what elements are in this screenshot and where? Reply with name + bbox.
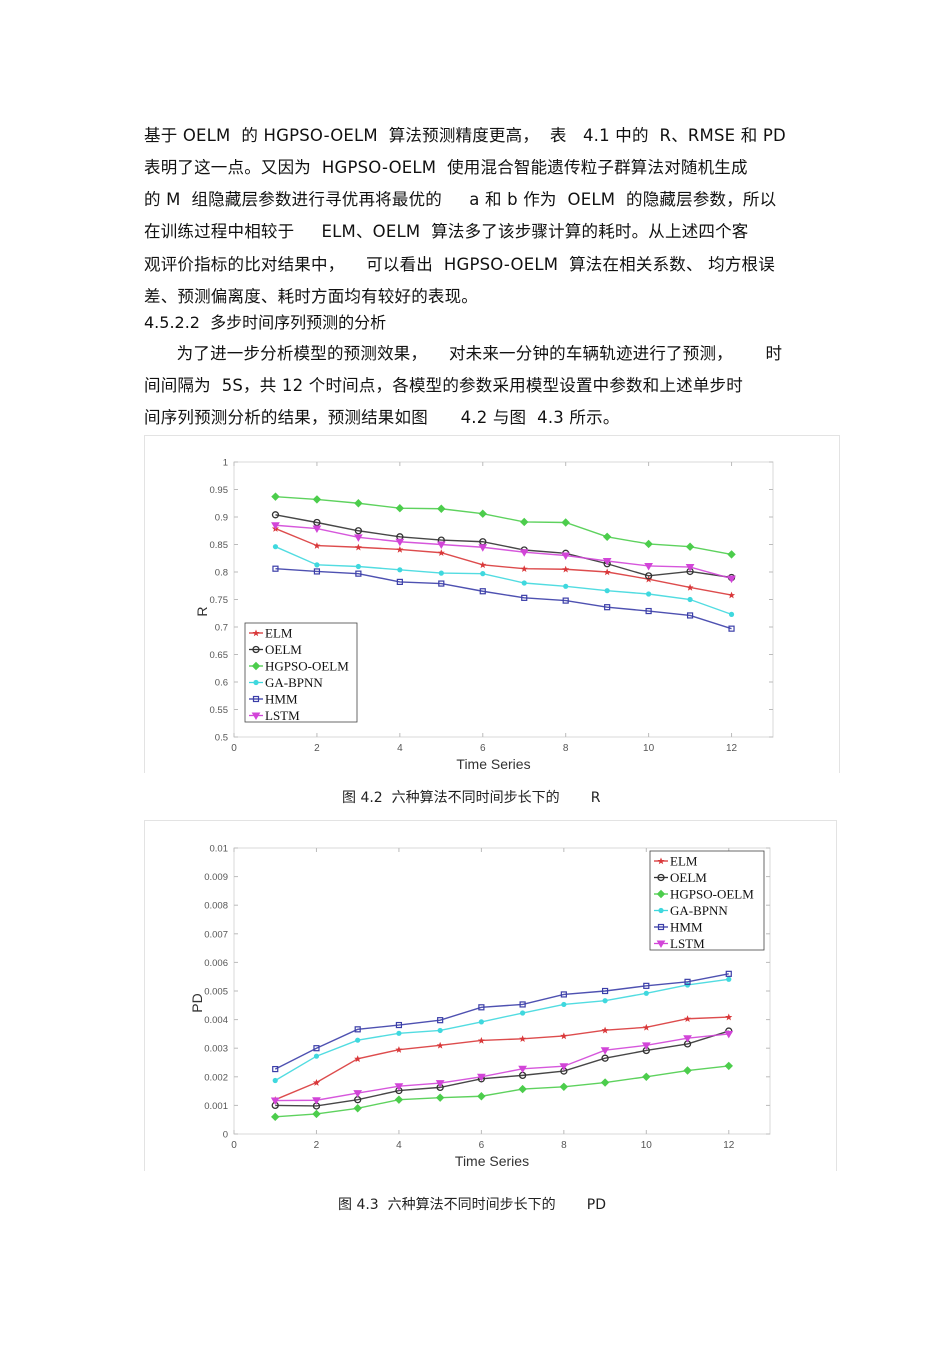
series-lstm [270,1030,734,1106]
legend-item: HMM [249,692,298,707]
text-line: 在训练过程中相较于 ELM、OELM 算法多了该步骤计算的耗时。从上述四个客 [144,222,749,241]
y-tick-label: 0.65 [210,650,229,661]
x-tick-label: 12 [726,743,738,754]
legend-item: LSTM [654,936,705,951]
x-tick-label: 8 [561,1140,567,1151]
y-tick-label: 0 [223,1130,228,1141]
y-tick-label: 0.8 [215,568,228,579]
series-lstm [271,522,736,584]
x-tick-label: 4 [396,1140,402,1151]
legend-item: HMM [654,920,703,935]
legend-item: ELM [654,854,698,869]
text-line: 差、预测偏离度、耗时方面均有较好的表现。 [144,287,478,306]
figure-r-frame: 0 2 4 6 8 10 12 0.5 0.55 0.6 0.65 0.7 0.75 0.8 0.85 0.9… [144,435,840,773]
section-heading: 4.5.2.2 多步时间序列预测的分析 [144,313,387,332]
svg-text:OELM: OELM [265,642,302,657]
x-tick-label: 2 [314,743,320,754]
y-axis-label: PD [189,993,205,1012]
x-tick-label: 6 [479,1140,485,1151]
y-tick-label: 0.85 [210,540,229,551]
chart-pd: 0 2 4 6 8 10 12 0 0.001 0.002 0.003 0.004 0.005 0.006… [189,844,771,1169]
x-tick-label: 6 [480,743,486,754]
x-tick-label: 2 [314,1140,320,1151]
svg-text:HGPSO-OELM: HGPSO-OELM [265,659,349,674]
y-tick-label: 0.002 [204,1072,228,1083]
y-tick-label: 0.9 [215,513,228,524]
svg-text:HMM: HMM [670,920,703,935]
figure-pd-caption: 图 4.3 六种算法不同时间步长下的 PD [338,1197,606,1213]
svg-text:HMM: HMM [265,692,298,707]
x-tick-label: 0 [231,743,237,754]
figure-r-caption: 图 4.2 六种算法不同时间步长下的 R [342,790,601,806]
legend-item: HGPSO-OELM [249,659,349,674]
svg-text:LSTM: LSTM [670,936,705,951]
y-tick-label: 0.75 [210,595,229,606]
y-tick-label: 0.6 [215,678,228,689]
series-hmm [272,565,735,632]
text-line: 表明了这一点。又因为 HGPSO-OELM 使用混合智能遗传粒子群算法对随机生成 [144,158,748,177]
figure-pd-frame: 0 2 4 6 8 10 12 0 0.001 0.002 0.003 0.004 0.005 0.006… [144,820,837,1171]
x-tick-label: 10 [641,1140,653,1151]
legend-item: GA-BPNN [249,675,323,690]
text-line: 间序列预测分析的结果，预测结果如图 4.2 与图 4.3 所示。 [144,408,620,427]
legend-item: OELM [654,870,707,885]
y-tick-label: 0.007 [204,929,228,940]
text-line: 的 M 组隐藏层参数进行寻优再将最优的 a 和 b 作为 OELM 的隐藏层参数… [144,190,777,209]
y-tick-label: 0.5 [215,733,228,744]
y-axis-label: R [194,606,210,616]
svg-text:ELM: ELM [670,854,698,869]
legend-item: LSTM [249,708,300,723]
y-tick-label: 0.7 [215,623,228,634]
y-tick-label: 0.005 [204,987,228,998]
y-tick-label: 0.55 [210,705,229,716]
text-line: 观评价指标的比对结果中， 可以看出 HGPSO-OELM 算法在相关系数、 均方… [144,255,775,274]
y-tick-label: 0.006 [204,958,228,969]
svg-text:OELM: OELM [670,870,707,885]
x-tick-label: 12 [723,1140,735,1151]
x-tick-label: 0 [231,1140,237,1151]
y-tick-label: 0.001 [204,1101,228,1112]
y-tick-label: 0.95 [210,485,229,496]
y-tick-label: 0.003 [204,1044,228,1055]
x-tick-label: 8 [563,743,569,754]
y-tick-label: 1 [223,458,228,469]
text-line: 间间隔为 5S，共 12 个时间点，各模型的参数采用模型设置中参数和上述单步时 [144,376,743,395]
legend-item: HGPSO-OELM [654,887,754,902]
x-axis-label: Time Series [456,756,530,772]
x-tick-label: 4 [397,743,403,754]
svg-text:ELM: ELM [265,626,293,641]
series-hgpso-oelm [271,1061,733,1122]
text-line: 为了进一步分析模型的预测效果， 对未来一分钟的车辆轨迹进行了预测， 时 [144,344,783,363]
svg-text:GA-BPNN: GA-BPNN [670,903,728,918]
series-ga-bpnn [272,544,735,617]
series-hmm [272,970,732,1073]
legend-item: OELM [249,642,302,657]
svg-text:LSTM: LSTM [265,708,300,723]
y-tick-label: 0.009 [204,872,228,883]
series-ga-bpnn [272,976,732,1084]
svg-text:GA-BPNN: GA-BPNN [265,675,323,690]
x-axis-label: Time Series [455,1153,529,1169]
text-line: 基于 OELM 的 HGPSO-OELM 算法预测精度更高， 表 4.1 中的 … [144,126,786,145]
svg-text:HGPSO-OELM: HGPSO-OELM [670,887,754,902]
legend-item: ELM [249,626,293,641]
y-tick-label: 0.004 [204,1015,228,1026]
y-tick-label: 0.01 [210,844,229,855]
x-tick-label: 10 [643,743,655,754]
legend-item: GA-BPNN [654,903,728,918]
chart-r: 0 2 4 6 8 10 12 0.5 0.55 0.6 0.65 0.7 0.75 0.8 0.85 0.9… [194,458,774,772]
y-tick-label: 0.008 [204,901,228,912]
series-hgpso-oelm [271,492,736,559]
